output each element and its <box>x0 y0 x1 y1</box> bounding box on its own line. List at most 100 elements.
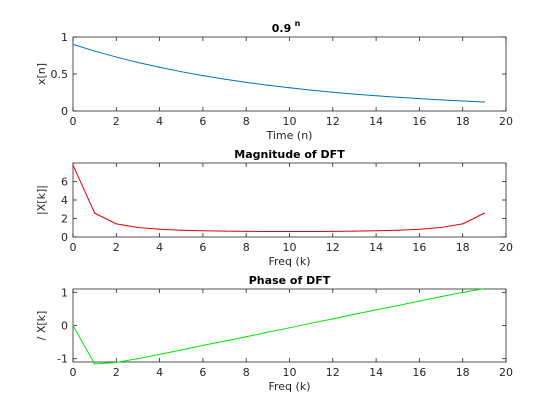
chart2-xtick-label: 12 <box>326 241 340 254</box>
chart2-data-point <box>375 230 377 232</box>
chart2-data-point <box>72 164 74 166</box>
chart3-data-point <box>418 300 420 302</box>
chart1-xtick-label: 4 <box>156 115 163 128</box>
chart2-data-point <box>440 226 442 229</box>
chart2-series-line <box>72 164 485 233</box>
chart3-data-point <box>115 361 117 363</box>
chart2-xtick-label: 14 <box>369 241 383 254</box>
chart3-xtick-label: 12 <box>326 366 340 379</box>
chart3-data-point <box>72 324 74 327</box>
chart1-axes-box <box>72 36 507 112</box>
chart1-data-point <box>483 101 485 103</box>
chart3-xtick-label: 8 <box>243 366 250 379</box>
chart2-xtick-label: 20 <box>499 241 513 254</box>
chart2-xtick-label: 8 <box>243 241 250 254</box>
chart3-data-point <box>353 313 356 315</box>
chart1-data-point <box>94 50 96 52</box>
chart1-data-point <box>137 61 139 64</box>
chart2-data-point <box>418 228 420 230</box>
chart2-data-point <box>245 230 247 232</box>
chart3-data-point <box>397 304 399 307</box>
chart3-xtick-label: 18 <box>456 366 470 379</box>
chart3-xtick-label: 16 <box>412 366 426 379</box>
chart2-xtick-label: 10 <box>283 241 297 254</box>
chart1-data-point <box>332 91 334 93</box>
chart1-data-point <box>223 78 226 80</box>
chart1-ylabel: x[n] <box>35 63 48 85</box>
chart1-data-point <box>115 56 117 58</box>
chart3-data-point <box>440 296 442 298</box>
chart2-xtick-label: 6 <box>199 241 206 254</box>
chart3-ylabel: / X[k] <box>35 311 48 341</box>
chart1-title: 0.9 <box>272 22 292 35</box>
chart3-xlabel: Freq (k) <box>268 380 310 393</box>
chart1-data-point <box>418 98 420 100</box>
chart2-xtick-label: 2 <box>113 241 120 254</box>
chart3-data-point <box>159 353 161 355</box>
chart1-xtick-label: 2 <box>113 115 120 128</box>
chart3-series-line <box>72 288 485 365</box>
chart2-data-point <box>288 230 291 233</box>
chart3-data-point <box>332 318 334 320</box>
chart2-data-point <box>223 230 226 232</box>
chart3-data-point <box>245 336 247 338</box>
chart3-xtick-label: 4 <box>156 366 163 379</box>
chart3-data-point <box>202 344 204 347</box>
chart2-axes-box <box>72 162 507 238</box>
chart3-title: Phase of DFT <box>249 274 331 287</box>
chart1-xtick-label: 10 <box>283 115 297 128</box>
chart2-data-point <box>353 230 356 232</box>
chart2-ytick-label: 0 <box>61 231 68 244</box>
chart2-data-point <box>483 212 485 214</box>
chart1-xlabel: Time (n) <box>266 129 313 142</box>
chart3-data-point <box>223 340 226 342</box>
chart3-data-point <box>310 322 312 324</box>
chart2-ytick-label: 6 <box>61 176 68 189</box>
chart1-data-point <box>180 71 182 73</box>
chart3-ytick-label: 1 <box>61 286 68 299</box>
chart1-xtick-label: 6 <box>199 115 206 128</box>
chart1-data-point <box>375 95 377 97</box>
chart1-ytick-label: 0.5 <box>51 68 69 81</box>
chart2-data-point <box>310 230 312 233</box>
chart1-title-superscript: n <box>295 19 301 28</box>
chart1-xtick-label: 12 <box>326 115 340 128</box>
chart3-data-point <box>462 291 464 293</box>
chart3-data-point <box>375 309 377 311</box>
chart1-ytick-label: 0 <box>61 105 68 118</box>
chart2-data-point <box>397 229 399 231</box>
chart1-data-point <box>288 87 291 89</box>
chart3-ytick-label: 0 <box>61 320 68 333</box>
chart2-data-point <box>94 212 96 214</box>
chart2-data-point <box>159 228 161 230</box>
chart2-ytick-label: 4 <box>61 194 68 207</box>
chart3-xtick-label: 20 <box>499 366 513 379</box>
chart1-data-point <box>462 100 464 102</box>
chart2-data-point <box>267 230 269 233</box>
chart2-xtick-label: 16 <box>412 241 426 254</box>
chart1-xtick-label: 20 <box>499 115 513 128</box>
chart1-data-point <box>159 66 161 68</box>
chart3-data-point <box>483 288 485 290</box>
chart1-ytick-label: 1 <box>61 31 68 44</box>
chart3-xtick-label: 2 <box>113 366 120 379</box>
chart2-data-point <box>202 230 204 232</box>
chart2-data-point <box>180 229 182 231</box>
chart3-axes-box <box>72 288 507 363</box>
chart2-xtick-label: 4 <box>156 241 163 254</box>
chart2-xtick-label: 0 <box>70 241 77 254</box>
chart1-data-point <box>353 93 356 95</box>
chart1-data-point <box>310 89 312 91</box>
chart2-data-point <box>137 226 139 229</box>
chart1-data-point <box>267 84 269 86</box>
chart2-data-point <box>115 223 117 225</box>
chart3-ytick-label: -1 <box>57 353 68 366</box>
chart1-series-line <box>72 43 485 103</box>
chart1-data-point <box>440 99 442 101</box>
chart3-data-point <box>180 349 182 351</box>
chart2-xtick-label: 18 <box>456 241 470 254</box>
chart3-xtick-label: 10 <box>283 366 297 379</box>
chart2-ylabel: |X[k]| <box>35 185 48 215</box>
chart3-data-point <box>288 327 291 329</box>
